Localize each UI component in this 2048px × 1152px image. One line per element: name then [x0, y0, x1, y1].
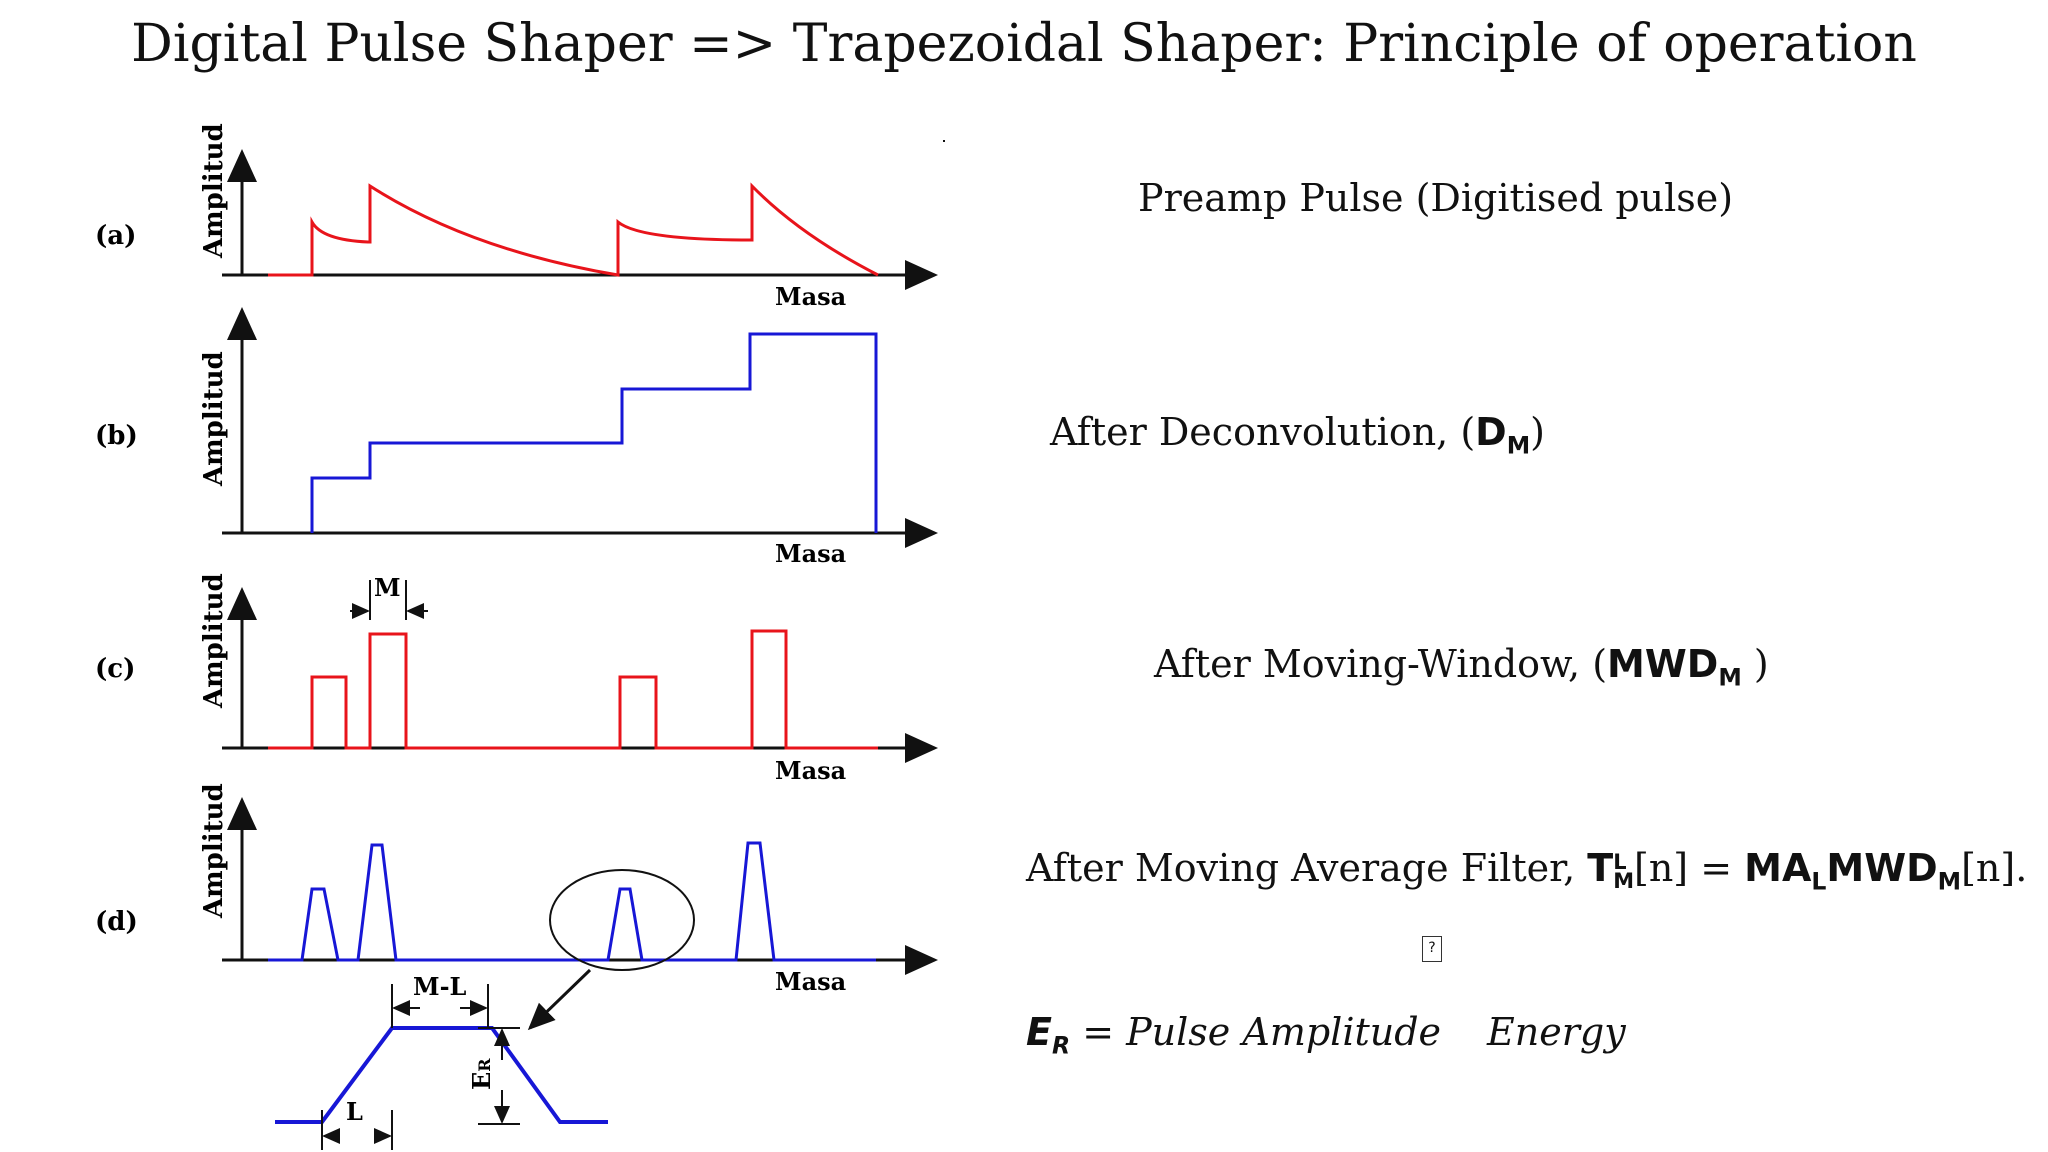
slide-title: Digital Pulse Shaper => Trapezoidal Shap…	[131, 14, 1917, 74]
panel-b: (b) Amplitud Masa	[95, 307, 938, 568]
ml-label: M-L	[413, 972, 467, 1001]
stray-dot	[943, 140, 945, 142]
panel-a: (a) Amplitud Masa	[95, 123, 938, 311]
zoom-arrow	[527, 968, 592, 1031]
trapezoid-trace	[275, 1026, 608, 1124]
panel-b-xlabel: Masa	[775, 539, 846, 568]
panel-c: (c) Amplitud Masa M	[95, 573, 938, 785]
equation-tml: T L M [n] = MALMWDM[n].	[1587, 846, 2028, 896]
panel-a-trace	[268, 182, 879, 277]
desc-b-suffix: )	[1530, 410, 1545, 454]
panel-b-ylabel: Amplitud	[199, 351, 229, 487]
desc-a: Preamp Pulse (Digitised pulse)	[1138, 176, 1734, 220]
panel-c-xlabel: Masa	[775, 756, 846, 785]
l-label: L	[346, 1097, 363, 1126]
er-label: ER	[467, 1058, 496, 1090]
energy-subscript: R	[1051, 1031, 1071, 1060]
desc-c-sym: MWD	[1607, 642, 1719, 686]
desc-b-sub: M	[1506, 431, 1531, 460]
trapezoid-detail: M-L L ER	[275, 972, 608, 1150]
panel-d-xlabel: Masa	[775, 967, 846, 996]
panel-c-trace	[268, 629, 878, 750]
panel-d-ylabel: Amplitud	[199, 783, 229, 919]
panel-d-trace	[268, 841, 876, 962]
energy-text2: Energy	[1487, 1010, 1626, 1054]
desc-c-suffix: )	[1741, 642, 1769, 686]
panel-a-xlabel: Masa	[775, 282, 846, 311]
m-dim-label: M	[374, 573, 401, 602]
panel-d-label: (d)	[95, 907, 138, 937]
energy-equals: =	[1070, 1010, 1127, 1054]
desc-b: After Deconvolution, (DM)	[1050, 410, 1545, 460]
missing-glyph-icon: ?	[1422, 936, 1442, 962]
m-dimension: M	[350, 573, 428, 620]
panel-c-label: (c)	[95, 654, 135, 684]
energy-symbol: E	[1026, 1010, 1052, 1054]
desc-c-sub: M	[1718, 663, 1742, 692]
desc-b-sym: D	[1475, 410, 1507, 454]
panel-c-ylabel: Amplitud	[199, 573, 229, 709]
desc-d: After Moving Average Filter, T L M [n] = MA…	[1026, 846, 2027, 896]
energy-equation: ER = Pulse Amplitude Energy	[1026, 1010, 1626, 1060]
desc-b-prefix: After Deconvolution, (	[1050, 410, 1476, 454]
panel-a-label: (a)	[95, 221, 136, 251]
desc-c: After Moving-Window, (MWDM )	[1154, 642, 1769, 692]
panel-d: (d) Amplitud Masa	[95, 783, 938, 1031]
highlight-circle	[549, 869, 695, 971]
panel-b-trace	[310, 332, 878, 533]
panel-a-ylabel: Amplitud	[199, 123, 229, 259]
energy-text: Pulse Amplitude	[1126, 1010, 1442, 1054]
panel-b-label: (b)	[95, 421, 138, 451]
desc-c-prefix: After Moving-Window, (	[1154, 642, 1608, 686]
desc-d-prefix: After Moving Average Filter,	[1026, 846, 1588, 890]
